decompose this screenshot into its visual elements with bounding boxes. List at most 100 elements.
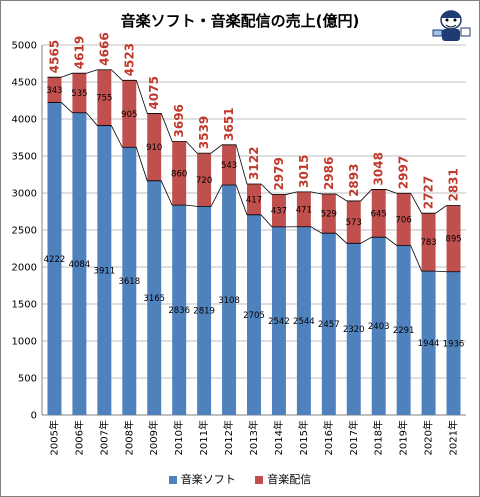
bar-music-software — [222, 185, 237, 415]
data-label-music-streaming: 543 — [221, 161, 237, 171]
data-label-music-streaming: 529 — [321, 210, 337, 220]
bar-music-streaming — [172, 141, 187, 206]
bar-music-streaming — [97, 69, 112, 126]
bar-music-software — [197, 206, 212, 415]
x-tick-label: 2009年 — [147, 420, 160, 455]
data-label-total: 2893 — [347, 164, 361, 197]
data-label-total: 2979 — [272, 157, 286, 190]
data-label-music-software: 1944 — [418, 339, 440, 349]
x-tick-label: 2014年 — [272, 420, 285, 455]
data-label-total: 3696 — [172, 104, 186, 137]
x-tick-label: 2020年 — [422, 420, 435, 455]
x-tick-label: 2005年 — [47, 420, 60, 455]
data-label-music-streaming: 910 — [146, 143, 162, 153]
y-tick-label: 4500 — [12, 78, 37, 89]
bar-music-streaming — [371, 189, 386, 238]
bar-music-software — [247, 214, 261, 415]
bar-music-software — [72, 112, 87, 415]
data-label-music-software: 2457 — [318, 320, 340, 330]
data-label-music-streaming: 895 — [445, 235, 461, 245]
data-label-total: 4565 — [47, 40, 61, 73]
data-label-music-streaming: 437 — [271, 207, 287, 217]
bar-music-streaming — [247, 183, 261, 215]
bar-music-streaming — [222, 144, 237, 186]
legend-item-software: 音楽ソフト — [168, 471, 236, 487]
bar-music-streaming — [271, 194, 286, 227]
bar-music-software — [296, 226, 311, 415]
bar-music-software — [97, 125, 112, 415]
data-label-music-software: 3618 — [118, 277, 140, 287]
data-label-music-software: 2705 — [243, 311, 265, 321]
data-label-total: 2727 — [422, 176, 436, 209]
data-label-total: 4075 — [147, 76, 161, 109]
bar-music-software — [371, 237, 386, 415]
data-label-music-software: 2544 — [293, 317, 315, 327]
x-tick-label: 2016年 — [322, 420, 335, 455]
data-label-music-streaming: 783 — [420, 238, 436, 248]
bar-music-streaming — [421, 213, 436, 272]
data-label-music-streaming: 343 — [46, 86, 62, 96]
data-label-total: 3048 — [372, 152, 386, 185]
data-label-music-streaming: 573 — [346, 218, 362, 228]
y-tick-label: 5000 — [12, 41, 37, 52]
legend: 音楽ソフト 音楽配信 — [0, 471, 480, 487]
series-line-total-top — [47, 69, 461, 214]
bar-music-software — [47, 102, 62, 416]
data-label-music-software: 2291 — [393, 326, 415, 336]
bar-music-streaming — [346, 200, 361, 244]
data-label-music-streaming: 755 — [96, 94, 112, 104]
data-label-music-streaming: 860 — [171, 169, 187, 179]
x-tick-label: 2007年 — [97, 420, 110, 455]
data-label-music-streaming: 417 — [246, 195, 262, 205]
bar-music-software — [421, 271, 436, 415]
x-tick-label: 2018年 — [372, 420, 385, 455]
bar-music-software — [122, 147, 137, 415]
y-tick-label: 4000 — [12, 115, 37, 126]
legend-label-streaming: 音楽配信 — [267, 473, 312, 486]
data-label-music-software: 2836 — [168, 306, 190, 316]
bar-music-software — [346, 243, 361, 415]
x-tick-label: 2010年 — [172, 420, 185, 455]
bar-music-streaming — [72, 73, 87, 113]
mascot-logo — [432, 10, 471, 41]
x-tick-label: 2006年 — [72, 420, 85, 455]
data-label-music-software: 2819 — [193, 307, 215, 317]
bar-music-streaming — [147, 113, 162, 181]
y-tick-label: 1000 — [12, 337, 37, 348]
bar-music-software — [446, 271, 461, 415]
bar-music-streaming — [446, 205, 461, 272]
bar-music-software — [172, 205, 187, 415]
bar-music-software — [271, 226, 286, 415]
data-label-music-software: 2403 — [368, 322, 390, 332]
data-label-music-software: 3911 — [94, 266, 116, 276]
y-tick-label: 3500 — [12, 152, 37, 163]
data-label-total: 3015 — [297, 154, 311, 187]
y-tick-label: 0 — [31, 411, 37, 422]
data-label-total: 2997 — [397, 156, 411, 189]
data-label-total: 3122 — [247, 147, 261, 180]
data-label-music-software: 4222 — [44, 255, 66, 265]
x-tick-label: 2012年 — [222, 420, 235, 455]
data-label-total: 2986 — [322, 157, 336, 190]
x-tick-label: 2013年 — [247, 420, 260, 455]
y-tick-label: 2500 — [12, 226, 37, 237]
legend-label-software: 音楽ソフト — [180, 473, 236, 486]
bar-music-software — [321, 233, 336, 415]
legend-item-streaming: 音楽配信 — [255, 471, 311, 487]
bar-music-streaming — [396, 193, 411, 246]
y-tick-label: 3000 — [12, 189, 37, 200]
bar-music-software — [396, 245, 411, 415]
series-line-software-top — [47, 102, 461, 273]
data-label-music-software: 4084 — [69, 260, 91, 270]
bar-music-software — [147, 180, 162, 415]
x-tick-label: 2015年 — [297, 420, 310, 455]
data-label-music-streaming: 720 — [196, 176, 212, 186]
y-tick-label: 2000 — [12, 263, 37, 274]
x-tick-label: 2021年 — [447, 420, 460, 455]
bar-music-streaming — [197, 153, 212, 207]
x-tick-label: 2019年 — [397, 420, 410, 455]
x-tick-label: 2011年 — [197, 420, 210, 455]
data-label-music-software: 1936 — [443, 339, 465, 349]
bar-music-streaming — [296, 191, 311, 227]
